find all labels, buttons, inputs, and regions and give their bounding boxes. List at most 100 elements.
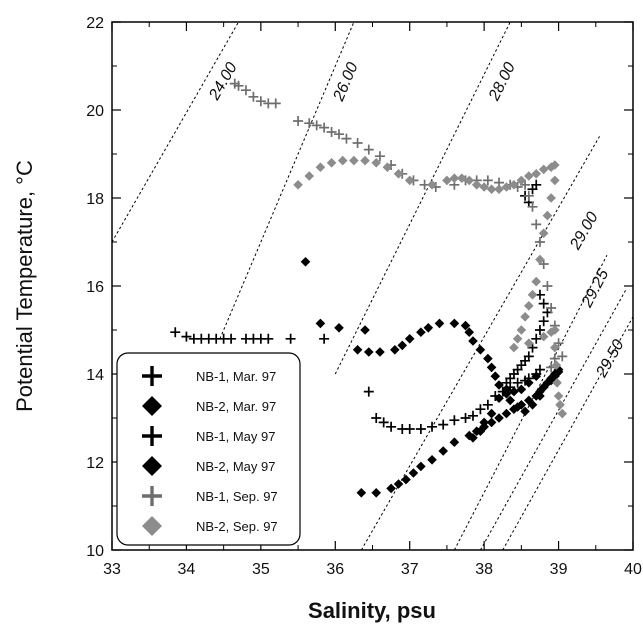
plus-point [482, 399, 493, 410]
series-6 [293, 155, 568, 419]
diamond-point [427, 455, 437, 465]
y-tick-label: 14 [86, 367, 104, 384]
plus-point [553, 338, 564, 349]
plus-point [415, 424, 426, 434]
diamond-point [524, 301, 534, 311]
diamond-point [360, 155, 370, 166]
diamond-point [551, 360, 562, 370]
diamond-point [531, 276, 542, 287]
diamond-point [555, 400, 565, 410]
plus-point [218, 333, 229, 344]
plus-point [538, 298, 549, 309]
plus-point [326, 127, 337, 137]
plus-point [397, 424, 408, 434]
diamond-point [337, 155, 348, 166]
plus-point [203, 333, 214, 344]
legend-label: NB-1, Sep. 97 [196, 489, 278, 504]
plus-point [430, 182, 441, 192]
plus-point [404, 424, 415, 434]
diamond-point [479, 182, 489, 192]
diamond-point [538, 228, 549, 238]
diamond-point [538, 331, 549, 342]
diamond-point [516, 325, 527, 335]
plus-point [378, 417, 389, 428]
plus-point [386, 160, 397, 170]
plus-point [516, 360, 527, 371]
diamond-point [557, 408, 568, 419]
y-axis-label: Potential Temperature, °C [12, 160, 37, 412]
plus-point [527, 201, 538, 212]
plus-point [248, 333, 259, 344]
x-tick-label: 35 [252, 561, 270, 578]
diamond-point [438, 446, 449, 456]
diamond-point [520, 312, 530, 322]
plus-point [363, 386, 374, 397]
diamond-point [538, 382, 549, 392]
plus-point [520, 179, 531, 190]
diamond-point [304, 171, 315, 181]
plus-point [285, 333, 296, 344]
isopycnal-line [112, 22, 239, 243]
plus-point [293, 116, 304, 126]
diamond-point [371, 488, 382, 498]
plus-point [334, 129, 345, 140]
x-tick-label: 38 [475, 561, 493, 578]
plus-point [512, 377, 523, 388]
plus-point [534, 237, 545, 247]
plus-point [482, 175, 493, 186]
plus-point [304, 118, 315, 129]
diamond-point [524, 378, 534, 388]
diamond-point [416, 461, 426, 472]
y-tick-label: 20 [86, 103, 104, 120]
legend-label: NB-1, Mar. 97 [196, 369, 276, 384]
y-axis: 10 12 14 16 18 20 22 [86, 15, 633, 560]
diamond-point [460, 320, 471, 331]
diamond-point [486, 408, 497, 419]
plus-point [512, 182, 523, 192]
x-tick-label: 37 [401, 561, 419, 578]
diamond-point [449, 318, 460, 329]
diamond-point [315, 318, 326, 329]
y-tick-label: 12 [86, 455, 104, 472]
diamond-point [471, 180, 482, 190]
diamond-point [449, 173, 460, 183]
diamond-point [509, 386, 519, 397]
isopycnal-line [334, 22, 511, 375]
plus-point [505, 382, 516, 393]
plus-point [527, 184, 538, 195]
plus-point [319, 333, 330, 344]
plus-point [240, 85, 251, 96]
plus-point [523, 190, 534, 201]
legend-label: NB-1, May 97 [196, 429, 275, 444]
diamond-point [520, 406, 530, 417]
legend-label: NB-2, Mar. 97 [196, 399, 276, 414]
legend-marker-plus [142, 426, 162, 446]
plus-point [263, 333, 274, 344]
legend-marker-plus [142, 366, 162, 386]
diamond-point [293, 180, 303, 190]
diamond-point [483, 353, 493, 364]
plus-point [386, 421, 397, 432]
y-tick-label: 16 [86, 279, 104, 296]
diamond-point [486, 362, 497, 373]
x-axis: 33 34 35 36 37 38 39 40 [103, 22, 642, 578]
diamond-point [408, 468, 419, 478]
diamond-point [535, 391, 545, 401]
plus-point [374, 151, 385, 162]
diamond-point [449, 437, 460, 447]
diamond-point [542, 210, 553, 221]
plus-point [255, 333, 266, 344]
diamond-point [427, 180, 437, 190]
diamond-point [516, 384, 527, 395]
diamond-point [524, 338, 534, 348]
plus-point [512, 364, 523, 375]
diamond-point [464, 327, 475, 337]
diamond-point [300, 257, 311, 267]
legend-label: NB-2, Sep. 97 [196, 519, 278, 534]
plus-point [460, 413, 471, 423]
diamond-point [494, 393, 504, 403]
isopycnal-lines [112, 22, 633, 550]
series-4 [300, 257, 564, 443]
plus-point [211, 333, 222, 344]
